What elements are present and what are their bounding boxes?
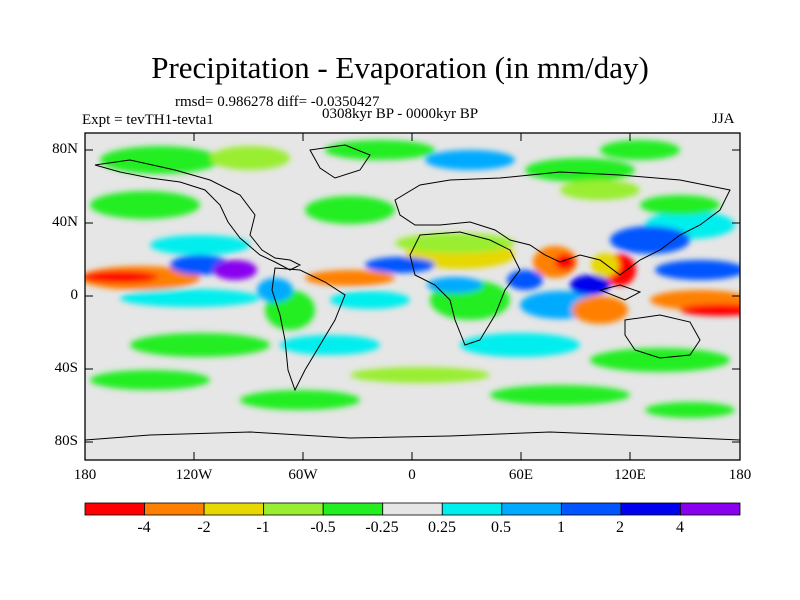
stats-text: rmsd= 0.986278 diff= -0.0350427: [175, 94, 380, 110]
colorbar-label: -4: [137, 519, 151, 536]
field-layer: [85, 133, 740, 460]
field-patch: [330, 291, 410, 309]
field-patch: [460, 333, 580, 357]
x-label: 60E: [508, 467, 534, 483]
y-label: 80S: [54, 433, 78, 449]
field-patch: [100, 146, 220, 174]
field-patch: [645, 402, 735, 418]
coastline-greenland: [309, 144, 371, 179]
axis-ticks: [84, 133, 741, 460]
x-label: 180: [73, 467, 97, 483]
colorbar-box: [322, 502, 384, 516]
field-patch: [130, 333, 270, 357]
field-patch: [427, 277, 483, 293]
field-patch: [213, 260, 257, 280]
coastlines: [85, 144, 740, 441]
colorbar-box: [560, 502, 622, 516]
season-label: JJA: [712, 111, 735, 127]
colorbar-label: 4: [676, 519, 684, 536]
coastline-australia: [624, 314, 701, 359]
field-patch: [555, 254, 575, 270]
colorbar-box: [620, 502, 681, 516]
figure-title: Precipitation - Evaporation (in mm/day): [151, 50, 649, 85]
field-patch: [572, 296, 628, 324]
colorbar-box: [84, 502, 145, 516]
colorbar-box: [441, 502, 503, 516]
field-patch: [325, 140, 435, 160]
field-patch: [365, 257, 435, 273]
colorbar-label: -1: [256, 519, 270, 536]
field-patch: [150, 235, 250, 255]
y-label: 40N: [52, 214, 78, 230]
field-patch: [600, 140, 680, 160]
coastline-africa: [409, 231, 521, 346]
field-patch: [240, 390, 360, 410]
field-patch: [280, 335, 380, 355]
field-patch: [90, 370, 210, 390]
colorbar-box: [263, 502, 324, 516]
colorbar-label: -2: [197, 519, 211, 536]
colorbar-label: 0.5: [491, 519, 511, 536]
field-patch: [610, 226, 690, 254]
field-patch: [640, 195, 720, 215]
colorbar-label: -0.5: [310, 519, 336, 536]
field-patch: [305, 270, 395, 286]
field-patch: [490, 385, 630, 405]
field-patch: [210, 146, 290, 170]
coastline-maritime-continent: [598, 284, 642, 301]
y-label: 40S: [54, 360, 78, 376]
x-label: 0: [408, 467, 416, 483]
field-patch: [655, 260, 740, 280]
colorbar-box: [382, 502, 443, 516]
coastline-eurasia: [394, 171, 731, 276]
colorbar-box: [680, 502, 741, 516]
period-text: 0308kyr BP - 0000kyr BP: [322, 106, 479, 122]
coastline-north-america: [94, 159, 302, 271]
field-patch: [350, 367, 490, 383]
field-patch: [85, 271, 158, 283]
coastline-antarctica: [85, 431, 740, 441]
field-patch: [525, 158, 635, 182]
field-patch: [425, 150, 515, 170]
field-patch: [395, 233, 515, 253]
field-patch: [560, 180, 640, 200]
y-label: 0: [70, 287, 79, 303]
x-label: 180: [728, 467, 752, 483]
y-label: 80N: [52, 141, 78, 157]
coastline-south-america: [271, 267, 346, 392]
field-patch: [590, 348, 730, 372]
x-label: 120E: [614, 467, 646, 483]
colorbar-label: 2: [616, 519, 624, 536]
colorbar-label: -0.25: [365, 519, 399, 536]
colorbar-box: [203, 502, 265, 516]
colorbar-label: 0.25: [428, 519, 456, 536]
field-patch: [257, 278, 293, 302]
field-patches: [85, 140, 740, 418]
x-label: 120W: [175, 467, 213, 483]
colorbar-box: [144, 502, 205, 516]
x-label: 60W: [288, 467, 318, 483]
field-patch: [591, 253, 619, 277]
colorbar-label: 1: [557, 519, 565, 536]
colorbar: [84, 502, 741, 516]
colorbar-box: [501, 502, 562, 516]
field-patch: [305, 196, 395, 224]
field-patch: [120, 289, 260, 307]
field-patch: [680, 304, 740, 316]
experiment-label: Expt = tevTH1-tevta1: [82, 112, 214, 128]
field-patch: [90, 191, 200, 219]
